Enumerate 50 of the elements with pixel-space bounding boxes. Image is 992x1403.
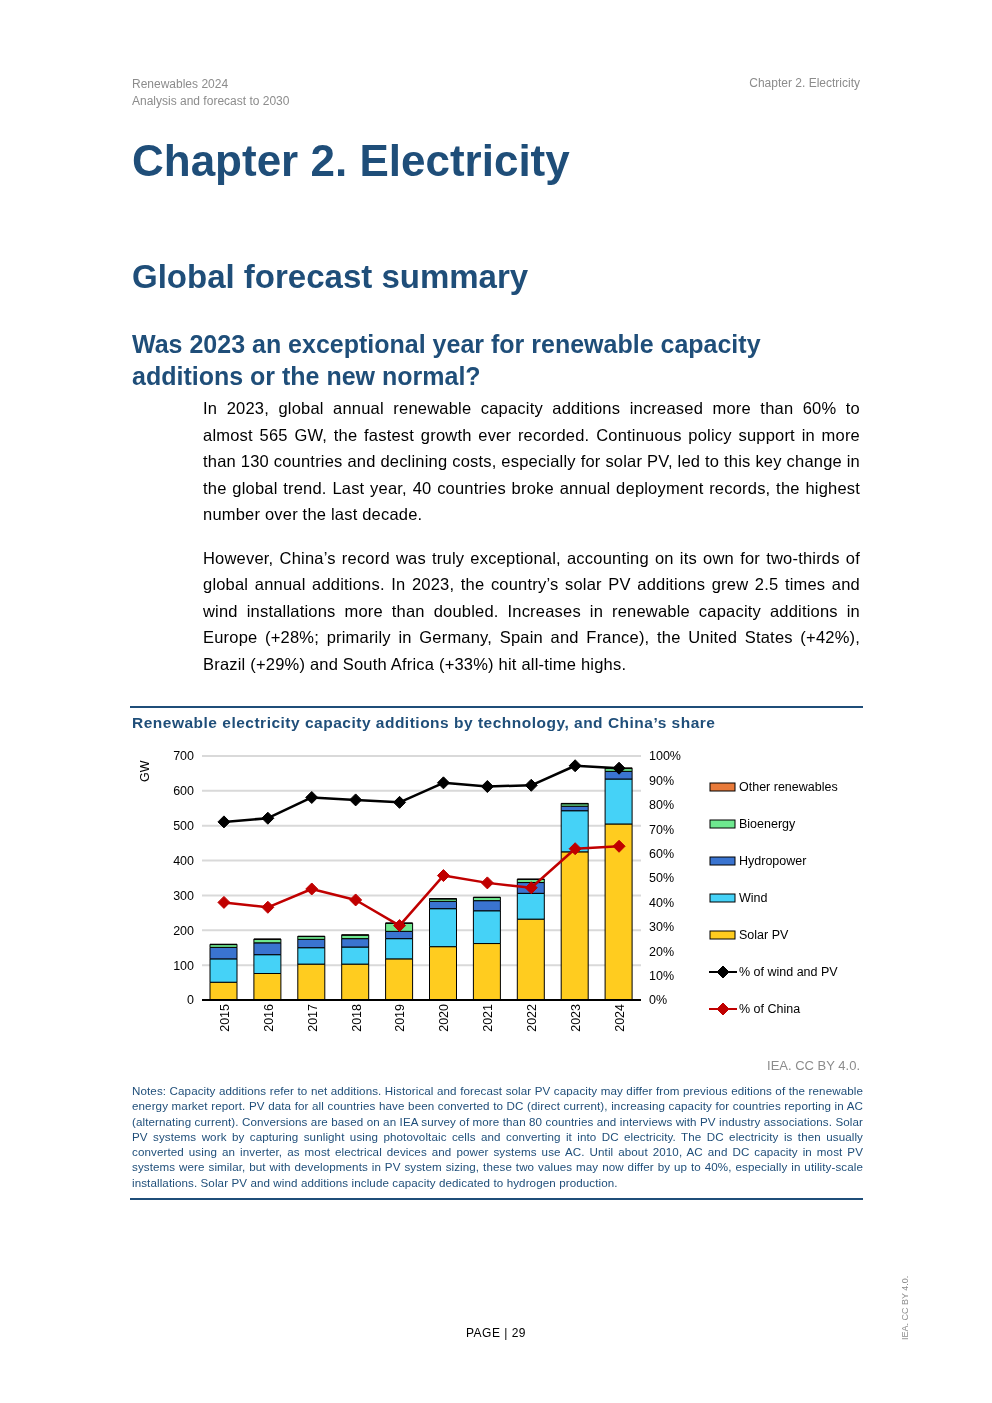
y2-tick-label: 90% <box>649 773 675 788</box>
y-tick-label: 600 <box>173 784 195 799</box>
text: Chapter 2. Electricity <box>749 76 860 90</box>
x-tick-label: 2022 <box>525 1003 540 1032</box>
y-tick-label: 500 <box>173 819 195 834</box>
y2-tick-label: 20% <box>649 944 675 959</box>
text: In 2023, global annual renewable capacity additions increased more than 60% to almost 565 GW, the fastest growth ever recorded. Continuous policy support in more than 130 countries and declining costs, especially for solar PV, led to this key change in the global trend. Last year, 40 countries broke annual deployment records, the highest number over the last decade. <box>203 398 860 525</box>
x-tick-label: 2023 <box>569 1003 584 1032</box>
text: Renewables 2024 <box>132 77 229 91</box>
text: IEA. CC BY 4.0. <box>767 1058 860 1073</box>
y-tick-label: 200 <box>173 923 195 938</box>
legend-label: Solar PV <box>739 928 789 942</box>
text: IEA. CC BY 4.0. <box>900 1275 910 1340</box>
x-tick-label: 2019 <box>393 1003 408 1032</box>
y-tick-label: 0 <box>187 993 195 1008</box>
y-tick-label: 100 <box>173 958 195 973</box>
y-tick-label: 300 <box>173 888 195 903</box>
x-tick-label: 2021 <box>481 1003 496 1032</box>
y-axis-title: GW <box>137 760 152 782</box>
x-tick-label: 2016 <box>261 1003 276 1032</box>
legend-label: % of China <box>739 1002 801 1016</box>
x-tick-label: 2024 <box>612 1003 627 1032</box>
chart-title: Renewable electricity capacity additions by technology, and China’s share <box>131 714 717 732</box>
x-tick-label: 2018 <box>349 1003 364 1032</box>
y-tick-label: 400 <box>173 854 195 869</box>
x-tick-label: 2020 <box>437 1003 452 1032</box>
text: Chapter 2. Electricity <box>132 136 570 186</box>
y2-tick-label: 0% <box>649 993 668 1008</box>
y2-tick-label: 100% <box>649 749 681 764</box>
text: However, China’s record was truly exceptional, accounting on its own for two-thirds of global annual additions. In 2023, the country’s solar PV additions grew 2.5 times and wind installations more than doubled. Increases in renewable capacity additions in Europe (+28%; primarily in Germany, Spain and France), the United States (+42%), Brazil (+29%) and South Africa (+33%) hit all-time highs. <box>203 547 860 675</box>
x-tick-label: 2017 <box>305 1003 320 1032</box>
y2-tick-label: 70% <box>649 822 675 837</box>
y-tick-label: 700 <box>173 749 195 764</box>
text: PAGE | 29 <box>465 1326 527 1340</box>
y2-tick-label: 80% <box>649 798 675 813</box>
text: Notes: Capacity additions refer to net additions. Historical and forecast solar PV capacity may differ from previous editions of the renewable energy market report. PV data for all countries have been converted to DC (direct current), increasing capacity for countries reporting in AC (alternating current). Conversions are based on an IEA survey of more than 80 countries and interviews with PV industry associations. Solar PV systems work by capturing sunlight using photovoltaic cells and converting it into DC electricity. The DC electricity is then usually converted using an inverter, as most electrical devices and power systems use AC. Until about 2010, AC and DC capacity in most PV systems were similar, but with developments in PV system sizing, these two values may now differ by up to 40%, especially in utility-scale installations. Solar PV and wind additions include capacity dedicated to hydrogen production. <box>131 1083 863 1191</box>
y2-tick-label: 40% <box>649 895 675 910</box>
text: Was 2023 an exceptional year for renewable capacity additions or the new normal? <box>132 329 762 392</box>
legend-label: Wind <box>739 891 768 905</box>
x-tick-label: 2015 <box>217 1003 232 1032</box>
legend-label: Bioenergy <box>739 817 796 831</box>
text: Global forecast summary <box>132 258 529 296</box>
y2-tick-label: 50% <box>649 871 675 886</box>
text: Analysis and forecast to 2030 <box>132 94 290 108</box>
legend-label: Hydropower <box>739 854 807 868</box>
y2-tick-label: 10% <box>649 969 675 984</box>
y2-tick-label: 60% <box>649 847 675 862</box>
y2-tick-label: 30% <box>649 920 675 935</box>
legend-label: Other renewables <box>739 780 838 794</box>
legend-label: % of wind and PV <box>739 965 838 979</box>
